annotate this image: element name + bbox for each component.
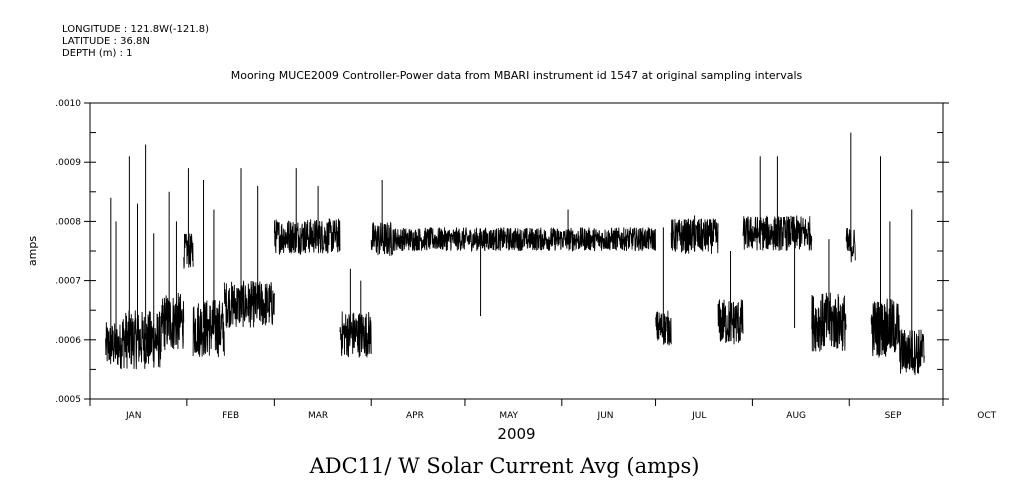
series-trace: [655, 310, 672, 346]
x-tick-label: FEB: [222, 411, 239, 421]
series-trace: [192, 299, 225, 358]
x-axis-label: 2009: [497, 425, 535, 443]
chart-title: Mooring MUCE2009 Controller-Power data f…: [230, 69, 803, 82]
series-trace: [273, 217, 341, 256]
series-trace: [105, 322, 122, 369]
x-tick-label: JUN: [597, 411, 614, 421]
series-trace: [870, 298, 900, 358]
x-tick-label: AUG: [786, 411, 806, 421]
mooring-metadata: LONGITUDE : 121.8W(-121.8) LATITUDE : 36…: [62, 24, 209, 60]
series-trace: [161, 292, 185, 351]
y-tick-label: .0006: [55, 336, 81, 346]
series-trace: [811, 292, 847, 352]
series-trace: [339, 311, 372, 358]
series-trace: [898, 329, 925, 376]
series-trace: [223, 280, 275, 328]
depth-label: DEPTH (m) : 1: [62, 48, 133, 59]
y-axis-label: amps: [26, 236, 39, 266]
longitude-label: LONGITUDE : 121.8W(-121.8): [62, 24, 209, 35]
x-tick-label: MAY: [499, 411, 518, 421]
x-tick-label: SEP: [885, 411, 902, 421]
x-tick-label: MAR: [308, 411, 328, 421]
variable-title: ADC11/ W Solar Current Avg (amps): [309, 454, 700, 478]
x-tick-label: OCT: [977, 411, 996, 421]
series-trace: [120, 310, 163, 370]
y-tick-label: .0007: [55, 277, 81, 287]
y-tick-label: .0010: [55, 99, 81, 109]
series-trace: [392, 227, 656, 253]
time-series-chart: .0005 .0006 .0007 .0008 .0009 .0010 JAN FEB MAR A…: [26, 99, 997, 443]
latitude-label: LATITUDE : 36.8N: [62, 36, 150, 47]
series-trace: [670, 218, 719, 254]
x-tick-label: JAN: [125, 411, 141, 421]
y-tick-label: .0008: [55, 217, 81, 227]
y-tick-label: .0005: [55, 395, 81, 405]
y-tick-label: .0009: [55, 158, 81, 168]
x-tick-label: APR: [406, 411, 424, 421]
x-tick-label: JUL: [691, 411, 706, 421]
